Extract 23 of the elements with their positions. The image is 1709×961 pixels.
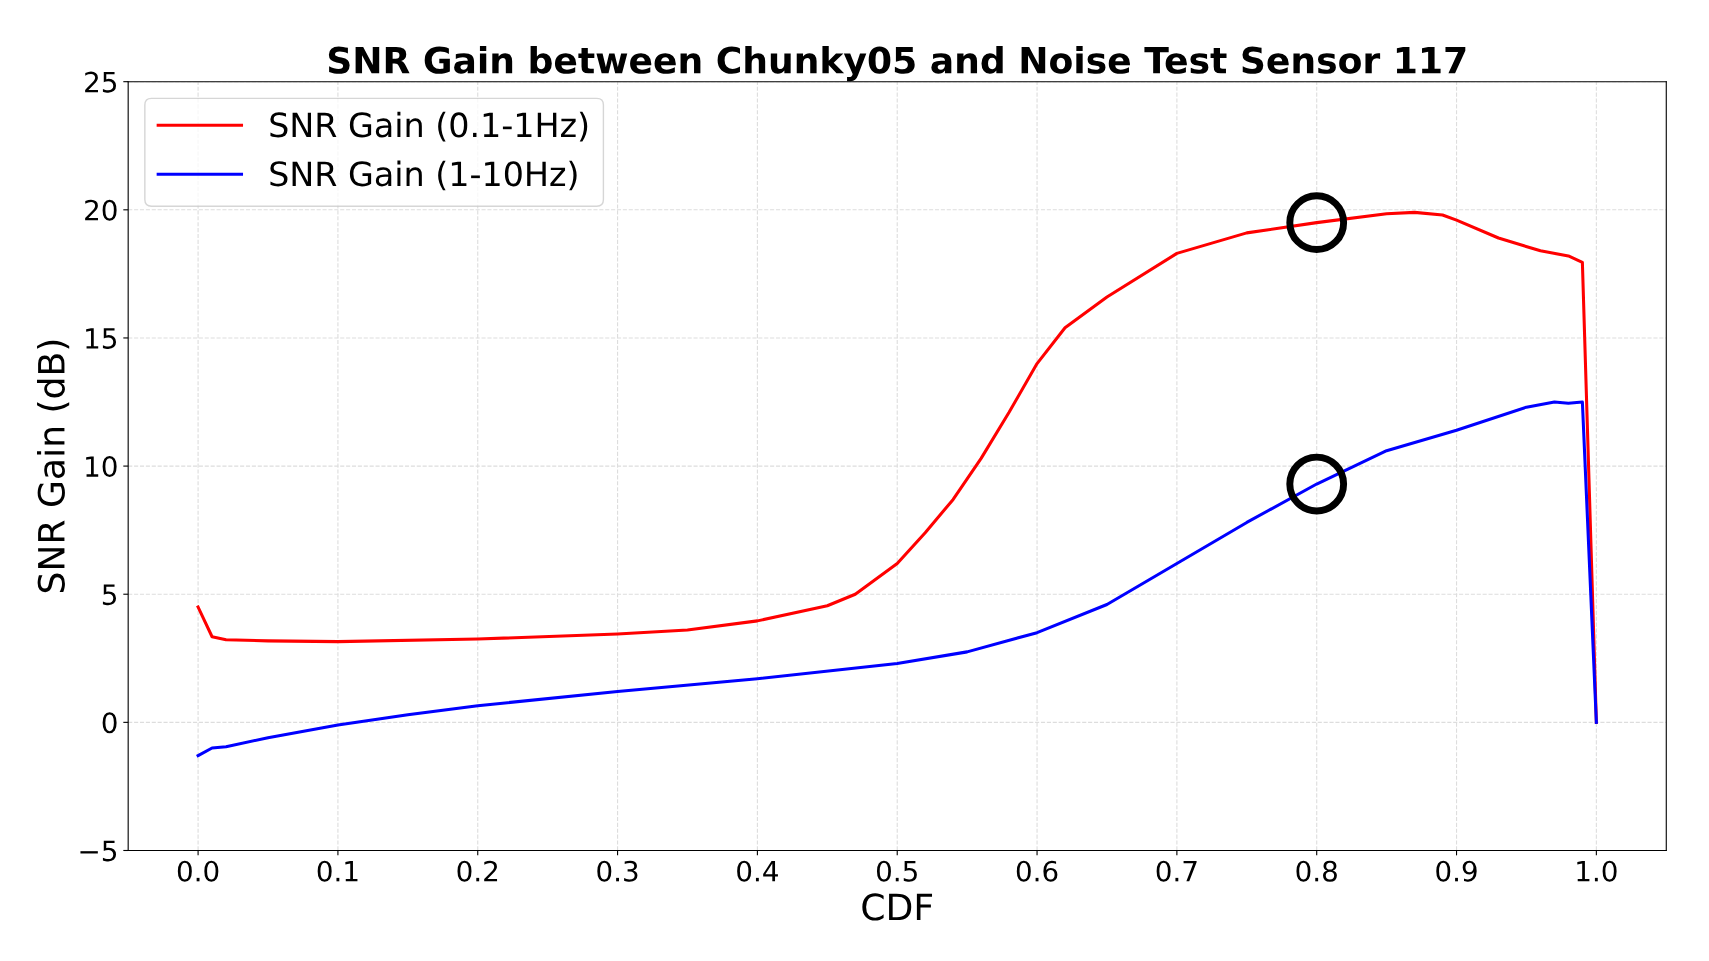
x-tick-label: 0.8 (1296, 860, 1337, 882)
y-tick-label: 20 (85, 199, 117, 221)
x-tick-label: 0.2 (457, 860, 498, 882)
y-axis-title: SNR Gain (dB) (37, 340, 70, 593)
y-tick-label: −5 (80, 840, 117, 862)
y-tick-label: 10 (86, 456, 117, 478)
y-tick-label: 5 (102, 584, 117, 606)
y-tick-label: 25 (85, 71, 117, 93)
x-tick-label: 0.9 (1436, 860, 1477, 882)
x-tick-label: 1.0 (1577, 860, 1617, 882)
x-axis-title: CDF (862, 893, 933, 921)
x-tick-label: 0.3 (597, 860, 638, 882)
legend-label: SNR Gain (0.1-1Hz) (270, 111, 588, 142)
y-tick-label: 15 (86, 328, 117, 349)
x-tick-label: 0.0 (177, 860, 219, 882)
x-tick-label: 0.7 (1156, 860, 1197, 882)
legend-label: SNR Gain (1-10Hz) (270, 160, 577, 191)
x-tick-label: 0.5 (876, 860, 917, 882)
x-tick-label: 0.4 (737, 860, 778, 882)
x-tick-label: 0.6 (1016, 860, 1058, 882)
y-tick-label: 0 (102, 712, 117, 734)
chart-title: SNR Gain between Chunky05 and Noise Test Sensor 117 (328, 45, 1466, 82)
x-tick-label: 0.1 (317, 860, 358, 882)
